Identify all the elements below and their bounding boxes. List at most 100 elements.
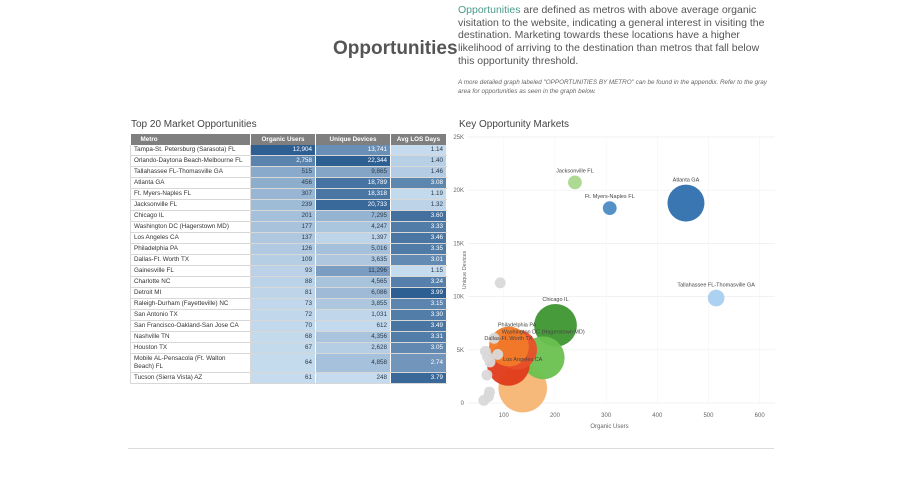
bubble-label: Los Angeles CA — [503, 357, 542, 363]
table-row[interactable]: Los Angeles CA 137 1,397 3.46 — [130, 232, 447, 244]
table-row[interactable]: Atlanta GA 456 18,789 3.08 — [130, 177, 447, 189]
cell-avg-los-days: 3.35 — [390, 243, 447, 255]
cell-organic-users: 67 — [250, 342, 316, 354]
cell-unique-devices: 612 — [315, 320, 391, 332]
y-tick-label: 0 — [461, 401, 465, 407]
cell-organic-users: 12,904 — [250, 145, 316, 156]
header-organic-users[interactable]: Organic Users — [250, 134, 316, 145]
cell-metro: Charlotte NC — [130, 276, 251, 288]
bubble-point — [492, 348, 504, 360]
cell-metro: Los Angeles CA — [130, 232, 251, 244]
table-row[interactable]: Philadelphia PA 126 5,016 3.35 — [130, 243, 447, 255]
cell-avg-los-days: 1.19 — [390, 188, 447, 200]
cell-unique-devices: 248 — [315, 372, 391, 384]
bubble-label: Chicago IL — [542, 297, 568, 303]
table-row[interactable]: Jacksonville FL 239 20,733 1.32 — [130, 199, 447, 211]
header-avg-los-days[interactable]: Avg LOS Days — [390, 134, 447, 145]
table-row[interactable]: Houston TX 67 2,628 3.05 — [130, 342, 447, 354]
table-row[interactable]: Detroit MI 81 6,086 3.99 — [130, 287, 447, 299]
cell-unique-devices: 4,247 — [315, 221, 391, 233]
cell-avg-los-days: 2.74 — [390, 353, 447, 373]
cell-avg-los-days: 3.99 — [390, 287, 447, 299]
cell-metro: Washington DC (Hagerstown MD) — [130, 221, 251, 233]
table-row[interactable]: Dallas-Ft. Worth TX 109 3,635 3.01 — [130, 254, 447, 266]
cell-organic-users: 81 — [250, 287, 316, 299]
cell-unique-devices: 18,789 — [315, 177, 391, 189]
table-row[interactable]: Tallahassee FL-Thomasville GA 515 9,865 1.4… — [130, 166, 447, 178]
cell-organic-users: 126 — [250, 243, 316, 255]
bubble-point — [667, 184, 705, 222]
cell-unique-devices: 3,635 — [315, 254, 391, 266]
table-row[interactable]: Washington DC (Hagerstown MD) 177 4,247 3.3… — [130, 221, 447, 233]
table-row[interactable]: Tucson (Sierra Vista) AZ 61 248 3.79 — [130, 372, 447, 384]
table-title: Top 20 Market Opportunities — [131, 119, 257, 130]
appendix-note: A more detailed graph labeled "OPPORTUNI… — [458, 79, 767, 95]
cell-metro: Tallahassee FL-Thomasville GA — [130, 166, 251, 178]
cell-unique-devices: 2,628 — [315, 342, 391, 354]
y-axis-title: Unique Devices — [462, 250, 468, 289]
cell-metro: Dallas-Ft. Worth TX — [130, 254, 251, 266]
x-tick-label: 600 — [755, 413, 766, 419]
table-row[interactable]: Gainesville FL 93 11,296 1.15 — [130, 265, 447, 277]
table-row[interactable]: San Antonio TX 72 1,031 3.30 — [130, 309, 447, 321]
cell-organic-users: 70 — [250, 320, 316, 332]
bubble-point — [481, 369, 493, 381]
table-row[interactable]: Ft. Myers-Naples FL 307 18,318 1.19 — [130, 188, 447, 200]
market-opportunities-table: Metro Organic Users Unique Devices Avg L… — [130, 134, 447, 384]
cell-metro: San Antonio TX — [130, 309, 251, 321]
table-row[interactable]: San Francisco-Oakland-San Jose CA 70 612 3.… — [130, 320, 447, 332]
table-row[interactable]: Chicago IL 201 7,295 3.60 — [130, 210, 447, 222]
y-tick-label: 5K — [457, 348, 464, 354]
table-body: Tampa-St. Petersburg (Sarasota) FL 12,904… — [130, 145, 447, 384]
cell-metro: Detroit MI — [130, 287, 251, 299]
cell-unique-devices: 3,855 — [315, 298, 391, 310]
bubble-label: Ft. Myers-Naples FL — [585, 194, 635, 200]
bubble-point — [488, 332, 500, 344]
cell-unique-devices: 9,865 — [315, 166, 391, 178]
y-tick-label: 20K — [453, 188, 464, 194]
bubble-point — [534, 303, 577, 347]
cell-unique-devices: 7,295 — [315, 210, 391, 222]
x-tick-label: 100 — [499, 413, 510, 419]
cell-avg-los-days: 3.01 — [390, 254, 447, 266]
page-description: Opportunities are defined as metros with… — [458, 4, 778, 68]
cell-metro: Chicago IL — [130, 210, 251, 222]
cell-organic-users: 177 — [250, 221, 316, 233]
cell-avg-los-days: 3.49 — [390, 320, 447, 332]
cell-avg-los-days: 3.79 — [390, 372, 447, 384]
y-tick-label: 25K — [453, 135, 464, 141]
table-row[interactable]: Raleigh-Durham (Fayetteville) NC 73 3,855 3… — [130, 298, 447, 310]
chart-title: Key Opportunity Markets — [459, 119, 570, 130]
bubble-point — [484, 356, 496, 368]
table-row[interactable]: Orlando-Daytona Beach-Melbourne FL 2,758 2… — [130, 155, 447, 167]
cell-organic-users: 307 — [250, 188, 316, 200]
cell-avg-los-days: 3.33 — [390, 221, 447, 233]
cell-avg-los-days: 3.15 — [390, 298, 447, 310]
bubble-point — [568, 175, 582, 190]
bubble-point — [707, 289, 725, 307]
table-row[interactable]: Tampa-St. Petersburg (Sarasota) FL 12,904… — [130, 145, 447, 156]
cell-metro: Atlanta GA — [130, 177, 251, 189]
table-row[interactable]: Mobile AL-Pensacola (Ft. Walton Beach) F… — [130, 353, 447, 373]
cell-metro: Philadelphia PA — [130, 243, 251, 255]
cell-metro: Orlando-Daytona Beach-Melbourne FL — [130, 155, 251, 167]
y-tick-label: 10K — [453, 295, 464, 301]
cell-avg-los-days: 1.46 — [390, 166, 447, 178]
cell-organic-users: 68 — [250, 331, 316, 343]
cell-unique-devices: 20,733 — [315, 199, 391, 211]
description-highlight: Opportunities — [458, 4, 521, 16]
cell-avg-los-days: 3.30 — [390, 309, 447, 321]
cell-unique-devices: 13,741 — [315, 145, 391, 156]
cell-metro: Raleigh-Durham (Fayetteville) NC — [130, 298, 251, 310]
cell-avg-los-days: 3.08 — [390, 177, 447, 189]
header-metro[interactable]: Metro — [130, 134, 251, 145]
table-row[interactable]: Nashville TN 68 4,356 3.31 — [130, 331, 447, 343]
cell-avg-los-days: 3.31 — [390, 331, 447, 343]
header-unique-devices[interactable]: Unique Devices — [315, 134, 391, 145]
cell-unique-devices: 22,344 — [315, 155, 391, 167]
x-tick-label: 400 — [652, 413, 663, 419]
cell-avg-los-days: 3.46 — [390, 232, 447, 244]
bubble-label: Washington DC (Hagerstown MD) — [502, 329, 585, 335]
table-row[interactable]: Charlotte NC 88 4,565 3.24 — [130, 276, 447, 288]
